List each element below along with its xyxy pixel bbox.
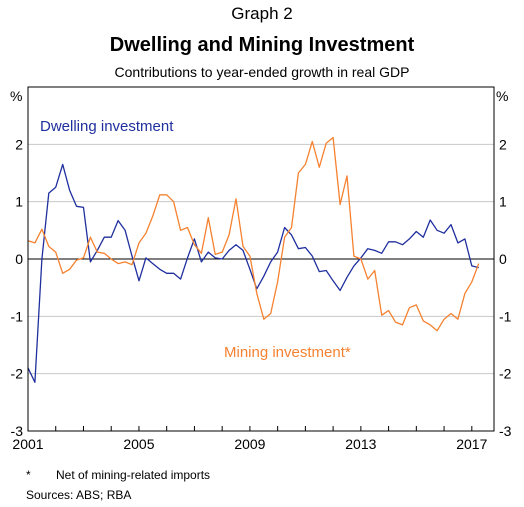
y-tick-label-right: 1 — [499, 194, 507, 210]
graph-number: Graph 2 — [231, 4, 293, 23]
series-lines — [27, 136, 480, 383]
dwelling-investment-line — [27, 163, 479, 383]
y-unit-right: % — [496, 88, 508, 104]
y-tick-label-right: -3 — [499, 423, 512, 439]
y-tick-label-left: -2 — [11, 366, 24, 382]
y-tick-label-right: 2 — [499, 136, 507, 152]
axes: -3 -3 -2 -2 -1 -1 0 0 1 1 2 2 2001 2005 2009 2013 2017 — [11, 136, 512, 452]
y-tick-label-right: -2 — [499, 366, 512, 382]
x-tick-label: 2001 — [12, 436, 43, 452]
y-tick-label-left: -1 — [11, 308, 24, 324]
y-tick-label-right: 0 — [499, 251, 507, 267]
mining-series-label: Mining investment* — [224, 344, 351, 361]
y-tick-label-left: 0 — [15, 251, 23, 267]
y-tick-label-right: -1 — [499, 308, 512, 324]
y-tick-label-left: -3 — [11, 423, 24, 439]
y-tick-label-left: 1 — [15, 194, 23, 210]
gridlines — [28, 143, 494, 375]
footnote-marker: * — [26, 468, 31, 482]
y-tick-label-left: 2 — [15, 136, 23, 152]
sources-note: Sources: ABS; RBA — [26, 488, 132, 502]
x-tick-label: 2013 — [345, 436, 376, 452]
x-tick-label: 2017 — [456, 436, 487, 452]
chart-subtitle: Contributions to year-ended growth in re… — [114, 64, 410, 80]
footnote: * Net of mining-related imports — [26, 468, 210, 482]
footnote-text: Net of mining-related imports — [56, 468, 211, 482]
mining-investment-line — [27, 136, 480, 332]
x-tick-label: 2009 — [234, 436, 265, 452]
y-unit-left: % — [10, 88, 22, 104]
plot-frame — [27, 86, 495, 432]
chart-title: Dwelling and Mining Investment — [109, 34, 415, 56]
dwelling-series-label: Dwelling investment — [40, 118, 174, 135]
x-tick-label: 2005 — [123, 436, 154, 452]
